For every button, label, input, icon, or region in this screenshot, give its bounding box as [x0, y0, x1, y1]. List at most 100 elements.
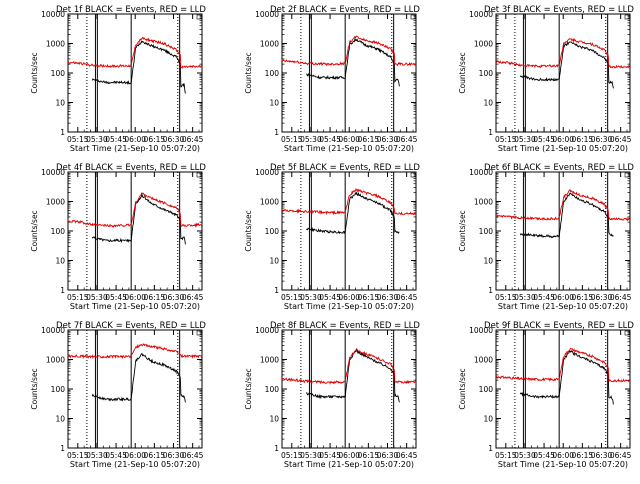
y-tick-label: 1000 [474, 356, 493, 365]
panel-7: Det 7f BLACK = Events, RED = LLD 1 10 100 10… [30, 321, 206, 469]
x-tick-label: 06:15 [358, 293, 380, 302]
y-tick-label: 1 [488, 286, 493, 295]
series-events-line [519, 192, 614, 239]
x-tick-label: 06:30 [377, 135, 399, 144]
series-lld-line [67, 36, 203, 70]
x-axis-label: Start Time (21-Sep-10 05:07:20) [70, 144, 200, 153]
x-tick-label: 06:30 [591, 451, 613, 460]
series-lld-line [281, 347, 417, 385]
x-tick-label: 06:15 [572, 293, 594, 302]
x-axis-label: Start Time (21-Sep-10 05:07:20) [498, 144, 628, 153]
x-tick-label: 05:45 [533, 451, 555, 460]
x-tick-label: 06:45 [610, 135, 632, 144]
plot-frame [67, 171, 203, 291]
x-tick-label: 06:30 [591, 135, 613, 144]
x-tick-label: 06:15 [358, 451, 380, 460]
panel-title: Det 1f BLACK = Events, RED = LLD [56, 5, 206, 15]
x-tick-label: 05:30 [86, 135, 108, 144]
series-lld-line [281, 35, 417, 67]
panel-title: Det 2f BLACK = Events, RED = LLD [270, 5, 420, 15]
y-tick-label: 100 [265, 227, 280, 236]
series-lld-line [495, 37, 631, 69]
y-tick-label: 100 [51, 69, 66, 78]
x-tick-label: 06:00 [124, 135, 146, 144]
panel-title: Det 3f BLACK = Events, RED = LLD [484, 5, 634, 15]
y-tick-label: 1000 [46, 198, 65, 207]
y-tick-label: 10 [269, 99, 279, 108]
y-tick-label: 10000 [41, 326, 65, 335]
panel-title: Det 9f BLACK = Events, RED = LLD [484, 321, 634, 331]
y-tick-label: 10 [55, 99, 65, 108]
y-tick-label: 10 [269, 415, 279, 424]
panel-title: Det 6f BLACK = Events, RED = LLD [484, 163, 634, 173]
plot-frame [495, 329, 631, 449]
y-tick-label: 10 [55, 415, 65, 424]
x-tick-label: 06:45 [396, 451, 418, 460]
panel-title: Det 7f BLACK = Events, RED = LLD [56, 321, 206, 331]
x-tick-label: 05:15 [281, 293, 303, 302]
x-tick-label: 05:30 [86, 293, 108, 302]
x-axis-label: Start Time (21-Sep-10 05:07:20) [70, 302, 200, 311]
x-tick-label: 06:00 [338, 451, 360, 460]
x-tick-label: 05:30 [86, 451, 108, 460]
y-axis-label: Counts/sec [30, 210, 39, 251]
panel-2: Det 2f BLACK = Events, RED = LLD 1 10 100 10… [244, 5, 420, 153]
y-tick-label: 1000 [260, 40, 279, 49]
x-tick-label: 06:30 [163, 451, 185, 460]
y-tick-label: 10000 [469, 326, 493, 335]
x-tick-label: 06:00 [124, 451, 146, 460]
y-tick-label: 100 [479, 227, 494, 236]
y-axis-label: Counts/sec [458, 210, 467, 251]
y-tick-label: 1 [488, 128, 493, 137]
y-tick-label: 100 [479, 385, 494, 394]
x-tick-label: 05:15 [67, 135, 89, 144]
y-tick-label: 10000 [469, 10, 493, 19]
y-tick-label: 1 [60, 128, 65, 137]
x-tick-label: 06:30 [163, 293, 185, 302]
x-tick-label: 05:45 [319, 135, 341, 144]
panel-6: Det 6f BLACK = Events, RED = LLD 1 10 100 10… [458, 163, 634, 311]
y-tick-label: 10000 [255, 10, 279, 19]
x-tick-label: 06:00 [338, 135, 360, 144]
y-tick-label: 10000 [255, 326, 279, 335]
y-tick-label: 1 [60, 286, 65, 295]
y-tick-label: 10 [55, 257, 65, 266]
corner-box-icon [624, 330, 630, 336]
x-tick-label: 05:45 [105, 135, 127, 144]
x-tick-label: 05:30 [300, 135, 322, 144]
y-tick-label: 1000 [46, 40, 65, 49]
series-events-line [519, 41, 614, 89]
x-tick-label: 05:15 [67, 451, 89, 460]
x-tick-label: 06:00 [124, 293, 146, 302]
plot-frame [495, 13, 631, 133]
y-axis-label: Counts/sec [458, 368, 467, 409]
series-lld-line [281, 187, 417, 216]
x-tick-label: 06:15 [572, 451, 594, 460]
x-tick-label: 05:30 [514, 451, 536, 460]
series-events-line [306, 191, 400, 235]
x-tick-label: 06:00 [552, 451, 574, 460]
y-tick-label: 1000 [260, 198, 279, 207]
x-tick-label: 06:15 [358, 135, 380, 144]
panel-8: Det 8f BLACK = Events, RED = LLD 1 10 100 10… [244, 321, 420, 469]
series-events-line [305, 349, 400, 403]
x-tick-label: 06:15 [144, 293, 166, 302]
x-tick-label: 05:15 [495, 293, 517, 302]
plot-frame [495, 171, 631, 291]
x-tick-label: 06:15 [144, 451, 166, 460]
series-lld-line [495, 347, 631, 383]
y-tick-label: 10 [269, 257, 279, 266]
x-tick-label: 05:30 [300, 293, 322, 302]
y-tick-label: 1000 [474, 198, 493, 207]
x-tick-label: 05:15 [67, 293, 89, 302]
series-events-line [519, 349, 614, 405]
corner-box-icon [410, 172, 416, 178]
x-tick-label: 05:15 [495, 135, 517, 144]
panel-3: Det 3f BLACK = Events, RED = LLD 1 10 100 10… [458, 5, 634, 153]
x-tick-label: 05:45 [319, 451, 341, 460]
x-tick-label: 05:15 [495, 451, 517, 460]
x-tick-label: 05:45 [533, 135, 555, 144]
series-events-line [91, 352, 186, 403]
